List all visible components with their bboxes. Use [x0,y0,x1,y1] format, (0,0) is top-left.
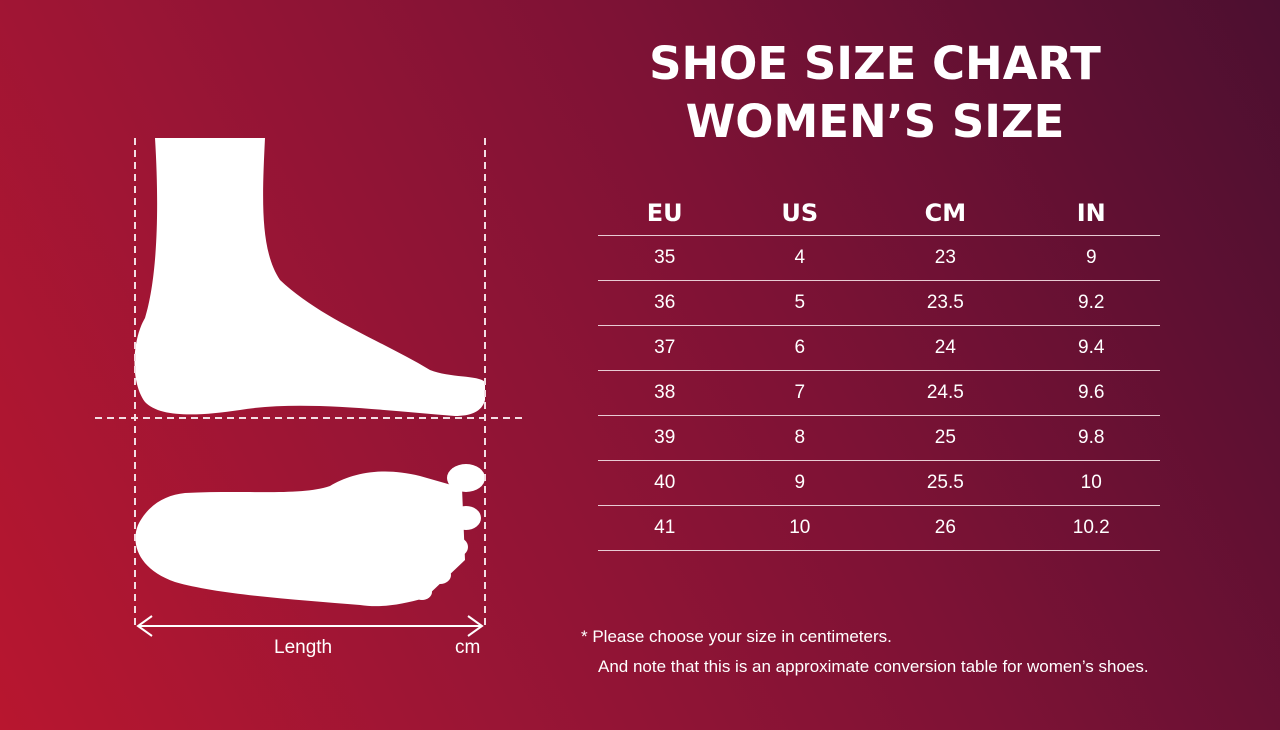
title-line-2: WOMEN’S SIZE [685,95,1065,148]
table-cell: 9.2 [1022,280,1160,326]
table-row: 38 7 24.5 9.6 [598,370,1160,416]
table-cell: 9.6 [1022,370,1160,416]
table-cell: 9 [731,460,869,506]
table-cell: 39 [598,415,732,461]
table-cell: 25.5 [868,460,1023,506]
table-cell: 9.8 [1022,415,1160,461]
table-cell: 26 [868,505,1023,551]
table-cell: 35 [598,235,732,281]
length-arrow-icon [136,615,484,637]
table-cell: 9 [1022,235,1160,281]
table-cell: 23.5 [868,280,1023,326]
table-cell: 9.4 [1022,325,1160,371]
header-us: US [731,190,869,236]
table-cell: 24 [868,325,1023,371]
table-cell: 10 [1022,460,1160,506]
unit-label: cm [455,637,481,658]
table-cell: 24.5 [868,370,1023,416]
table-cell: 5 [731,280,869,326]
table-row: 37 6 24 9.4 [598,325,1160,371]
table-cell: 7 [731,370,869,416]
table-header-row: EU US CM IN [598,190,1160,236]
table-cell: 41 [598,505,732,551]
foot-side-view-icon [134,138,485,416]
note-line-1: * Please choose your size in centimeters… [581,627,892,646]
table-cell: 38 [598,370,732,416]
header-cm: CM [868,190,1023,236]
table-row: 35 4 23 9 [598,235,1160,281]
table-cell: 6 [731,325,869,371]
table-cell: 40 [598,460,732,506]
foot-sole-view-icon [135,464,485,607]
table-cell: 4 [731,235,869,281]
title-line-1: SHOE SIZE CHART [649,37,1101,90]
table-cell: 10.2 [1022,505,1160,551]
note-line-2: And note that this is an approximate con… [598,657,1149,676]
length-label: Length [274,637,333,658]
header-eu: EU [598,190,732,236]
table-cell: 8 [731,415,869,461]
table-cell: 25 [868,415,1023,461]
size-table: EU US CM IN 35 4 23 9 36 5 23.5 9.2 37 6 24 9.4 38 7 2… [598,190,1160,551]
table-row: 41 10 26 10.2 [598,505,1160,551]
header-in: IN [1022,190,1160,236]
table-cell: 10 [731,505,869,551]
table-row: 39 8 25 9.8 [598,415,1160,461]
table-cell: 23 [868,235,1023,281]
table-row: 36 5 23.5 9.2 [598,280,1160,326]
table-cell: 36 [598,280,732,326]
table-row: 40 9 25.5 10 [598,460,1160,506]
table-cell: 37 [598,325,732,371]
